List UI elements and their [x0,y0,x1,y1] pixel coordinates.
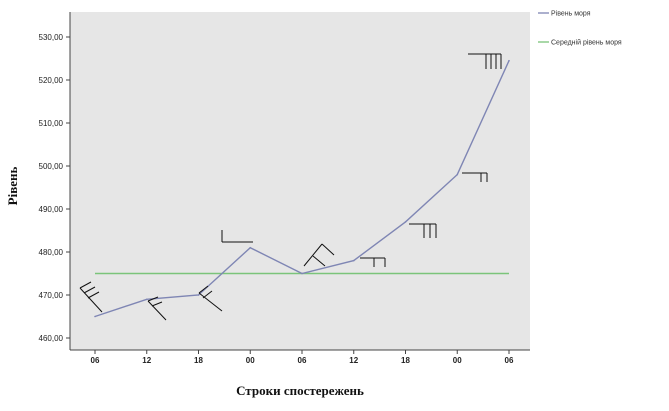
wind-barb-icon [360,257,386,267]
data-point-sea-level [145,298,148,301]
x-tick-label: 18 [401,356,410,365]
data-point-sea-level [456,173,459,176]
legend-label-mean-sea-level: Середній рівень моря [551,39,622,47]
y-tick-label: 490,00 [39,205,64,214]
wind-barb-icon [79,281,103,313]
x-axis-ticks: 06 12 18 00 06 12 18 00 06 [91,350,514,365]
y-tick-label: 480,00 [39,248,64,257]
x-tick-label: 18 [194,356,203,365]
wind-barb-icon [409,223,437,238]
x-axis-title: Строки спостережень [236,383,364,398]
plot-area [70,12,530,350]
x-tick-label: 12 [349,356,358,365]
data-point-sea-level [301,272,303,275]
y-tick-label: 470,00 [39,291,64,300]
x-tick-label: 12 [142,356,151,365]
y-axis-ticks: 460,00 470,00 480,00 490,00 500,00 510,00 520,… [39,33,70,343]
y-tick-label: 520,00 [39,76,64,85]
data-point-sea-level [249,246,252,249]
data-point-sea-level [404,221,407,223]
wind-barb-icon [147,296,167,321]
wind-barb-icon [303,243,335,267]
wind-barb-icon [468,53,502,69]
wind-barb-icon [221,230,253,243]
data-point-sea-level [197,294,200,296]
wind-barbs [79,53,502,321]
x-tick-label: 00 [453,356,462,365]
x-tick-label: 06 [505,356,514,365]
legend: Рівень моря Середній рівень моря [538,10,622,47]
x-tick-label: 06 [298,356,307,365]
y-tick-label: 500,00 [39,162,64,171]
data-point-sea-level [508,59,510,62]
x-tick-label: 06 [91,356,100,365]
y-tick-label: 460,00 [39,334,64,343]
data-point-sea-level [352,259,355,262]
y-tick-label: 530,00 [39,33,64,42]
y-tick-label: 510,00 [39,119,64,128]
wind-barb-icon [462,172,488,182]
series-layer [94,59,510,318]
wind-barb-icon [198,285,223,312]
data-point-sea-level [94,315,96,318]
y-axis-title: Рівень [5,167,20,206]
x-tick-label: 00 [246,356,255,365]
legend-label-sea-level: Рівень моря [551,10,591,18]
